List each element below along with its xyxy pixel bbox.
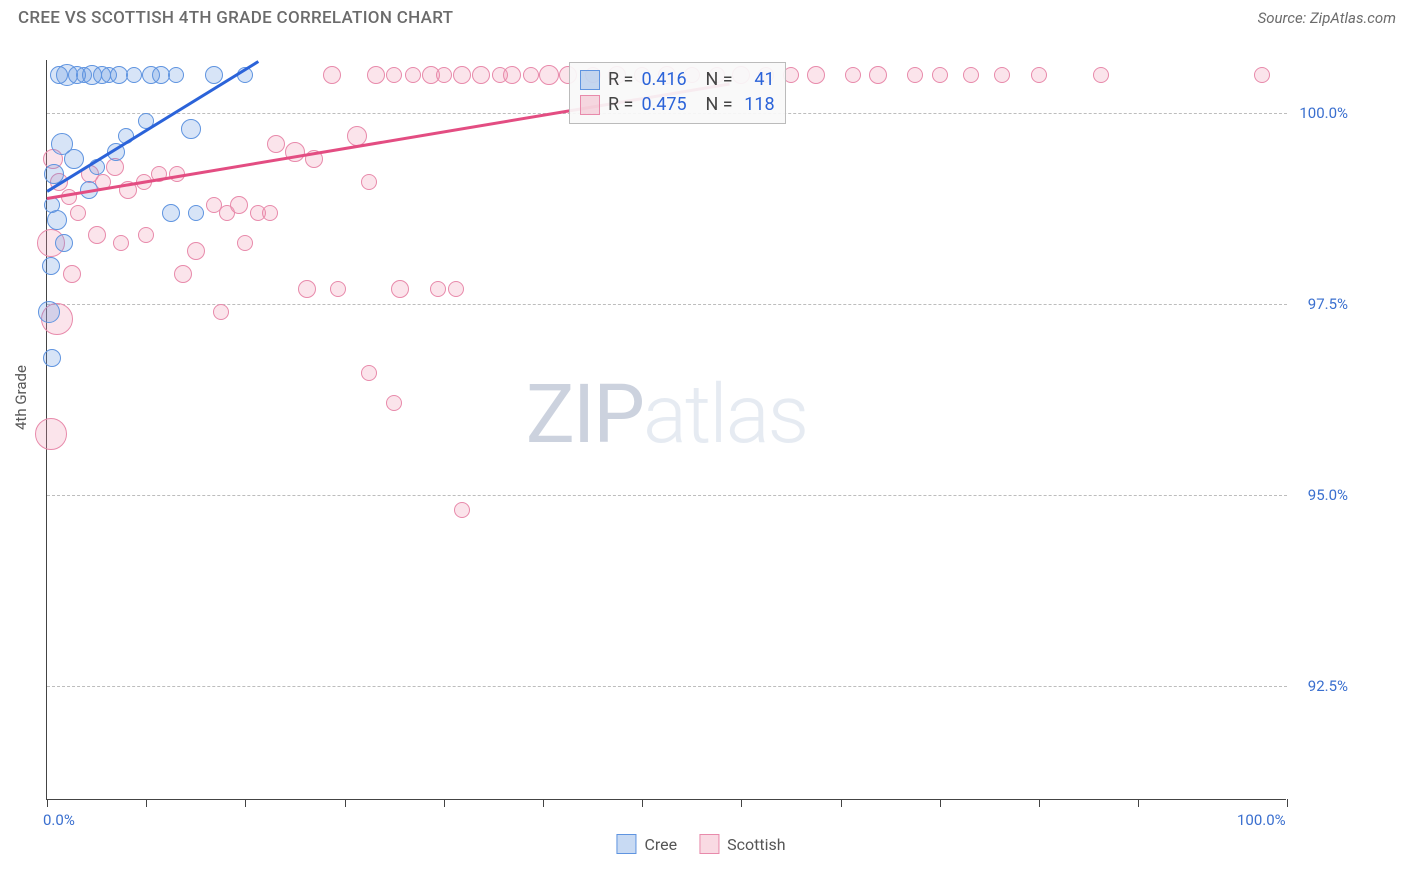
data-point-scott (845, 67, 861, 83)
data-point-scott (367, 66, 385, 84)
x-tick (444, 799, 445, 807)
y-axis-label: 4th Grade (12, 365, 30, 430)
stats-row-cree: R = 0.416 N = 41 (580, 67, 775, 92)
data-point-scott (330, 281, 346, 297)
source-label: Source: ZipAtlas.com (1258, 9, 1396, 27)
gridline (47, 495, 1287, 496)
data-point-scott (963, 67, 979, 83)
x-tick-label: 100.0% (1237, 811, 1286, 829)
data-point-cree (126, 67, 142, 83)
chart-title: CREE VS SCOTTISH 4TH GRADE CORRELATION C… (18, 8, 453, 28)
stats-box: R = 0.416 N = 41 R = 0.475 N = 118 (569, 62, 786, 124)
data-point-scott (994, 67, 1010, 83)
data-point-scott (1031, 67, 1047, 83)
x-tick (47, 799, 48, 807)
data-point-scott (503, 66, 521, 84)
x-tick-label: 0.0% (43, 811, 75, 829)
stats-row-scott: R = 0.475 N = 118 (580, 92, 775, 117)
y-tick-label: 100.0% (1299, 104, 1348, 122)
data-point-scott (453, 66, 471, 84)
gridline (47, 686, 1287, 687)
data-point-scott (472, 66, 490, 84)
data-point-cree (168, 67, 184, 83)
watermark: ZIPatlas (526, 367, 807, 463)
chart-container: ZIPatlas 92.5%95.0%97.5%100.0%0.0%100.0%… (46, 60, 1356, 820)
swatch-cree (580, 70, 600, 90)
x-tick (940, 799, 941, 807)
legend-label-scott: Scottish (727, 835, 785, 854)
x-tick (1039, 799, 1040, 807)
x-tick (1138, 799, 1139, 807)
x-tick (543, 799, 544, 807)
legend-item-cree: Cree (616, 834, 677, 854)
data-point-scott (237, 235, 253, 251)
x-tick (146, 799, 147, 807)
y-tick-label: 97.5% (1308, 295, 1348, 313)
data-point-scott (405, 67, 421, 83)
data-point-scott (361, 174, 377, 190)
data-point-cree (55, 234, 73, 252)
data-point-scott (807, 66, 825, 84)
data-point-scott (1254, 67, 1270, 83)
y-tick-label: 92.5% (1308, 677, 1348, 695)
x-tick (1287, 799, 1288, 807)
data-point-cree (47, 210, 67, 230)
data-point-scott (932, 67, 948, 83)
data-point-cree (162, 204, 180, 222)
swatch-scott (580, 95, 600, 115)
data-point-scott (386, 395, 402, 411)
data-point-cree (181, 119, 201, 139)
x-tick (841, 799, 842, 807)
x-tick (345, 799, 346, 807)
data-point-scott (907, 67, 923, 83)
gridline (47, 304, 1287, 305)
data-point-scott (63, 265, 81, 283)
data-point-scott (267, 135, 285, 153)
data-point-scott (298, 280, 316, 298)
data-point-scott (138, 227, 154, 243)
data-point-cree (43, 349, 61, 367)
data-point-scott (88, 226, 106, 244)
data-point-scott (430, 281, 446, 297)
data-point-scott (391, 280, 409, 298)
data-point-scott (70, 205, 86, 221)
data-point-scott (436, 67, 452, 83)
data-point-scott (1093, 67, 1109, 83)
data-point-scott (869, 66, 887, 84)
data-point-cree (64, 149, 84, 169)
data-point-scott (523, 67, 539, 83)
y-tick-label: 95.0% (1308, 486, 1348, 504)
data-point-scott (213, 304, 229, 320)
data-point-scott (187, 242, 205, 260)
legend-swatch-scott (699, 834, 719, 854)
legend-label-cree: Cree (644, 835, 677, 854)
legend: Cree Scottish (616, 834, 785, 854)
x-tick (642, 799, 643, 807)
x-tick (741, 799, 742, 807)
data-point-scott (323, 66, 341, 84)
legend-item-scott: Scottish (699, 834, 785, 854)
data-point-scott (174, 265, 192, 283)
data-point-scott (361, 365, 377, 381)
data-point-scott (454, 502, 470, 518)
data-point-cree (42, 257, 60, 275)
data-point-cree (188, 205, 204, 221)
data-point-scott (113, 235, 129, 251)
data-point-scott (35, 418, 67, 450)
data-point-scott (539, 65, 559, 85)
legend-swatch-cree (616, 834, 636, 854)
plot-area: ZIPatlas 92.5%95.0%97.5%100.0%0.0%100.0%… (46, 60, 1286, 800)
x-tick (245, 799, 246, 807)
data-point-scott (448, 281, 464, 297)
data-point-scott (230, 196, 248, 214)
data-point-scott (386, 67, 402, 83)
data-point-scott (262, 205, 278, 221)
